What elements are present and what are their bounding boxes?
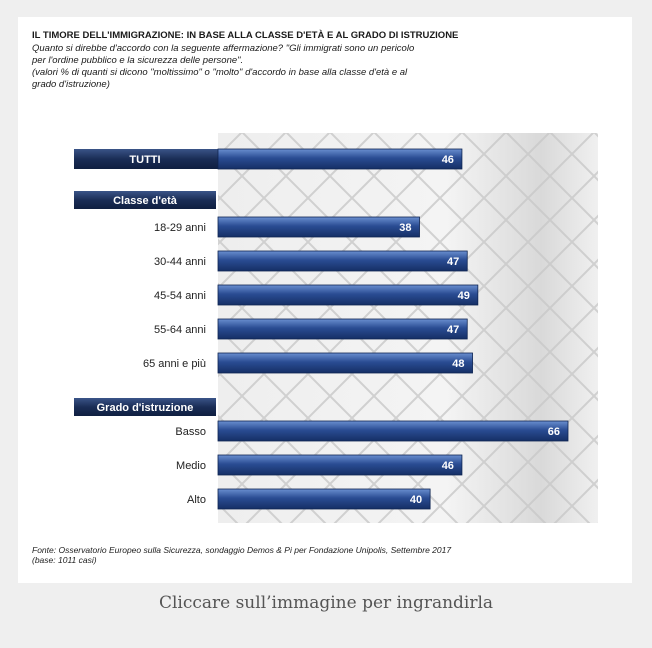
bar-value-label: 49 <box>458 290 470 302</box>
bar-value-label: 66 <box>548 426 560 438</box>
chart-title: IL TIMORE DELL'IMMIGRAZIONE: IN BASE ALL… <box>32 30 459 41</box>
category-label: Basso <box>175 426 206 438</box>
category-label: 30-44 anni <box>154 256 206 268</box>
source-line: (base: 1011 casi) <box>32 555 97 565</box>
group-header-label: Classe d'età <box>113 195 178 207</box>
bar-value-label: 38 <box>399 222 411 234</box>
image-caption: Cliccare sull’immagine per ingrandirla <box>158 593 494 613</box>
subtitle-line: (valori % di quanti si dicono "moltissim… <box>32 67 408 78</box>
bar <box>217 454 463 476</box>
bar-value-label: 46 <box>442 460 454 472</box>
bar <box>217 318 468 340</box>
group-header-label: Grado d'istruzione <box>97 402 194 414</box>
subtitle-line: grado d'istruzione) <box>32 79 110 90</box>
group-header-bg <box>74 398 216 416</box>
category-label: 55-64 anni <box>154 324 206 336</box>
chart-subtitle: Quanto si direbbe d'accordo con la segue… <box>32 43 592 91</box>
bar <box>217 352 473 374</box>
subtitle-line: per l'ordine pubblico e la sicurezza del… <box>32 55 244 66</box>
bar-value-label: 47 <box>447 324 459 336</box>
category-label: 18-29 anni <box>154 222 206 234</box>
bar-value-label: 48 <box>452 358 464 370</box>
bar-value-label: 47 <box>447 256 459 268</box>
bars-layer: TUTTI 46 Classe d'età 18-29 anni 38 30-44 ann… <box>74 148 569 510</box>
bar-value-label: 46 <box>442 154 454 166</box>
bar <box>217 488 431 510</box>
bar <box>217 216 420 238</box>
category-label: 45-54 anni <box>154 290 206 302</box>
bar <box>217 250 468 272</box>
bar <box>217 148 463 170</box>
bar-value-label: 40 <box>410 494 422 506</box>
source-line: Fonte: Osservatorio Europeo sulla Sicure… <box>32 545 452 555</box>
category-label-bg <box>74 149 218 169</box>
source-note: Fonte: Osservatorio Europeo sulla Sicure… <box>32 545 592 565</box>
group-header-bg <box>74 191 216 209</box>
bar <box>217 420 569 442</box>
category-label: TUTTI <box>129 154 160 166</box>
category-label: Medio <box>176 460 206 472</box>
subtitle-line: Quanto si direbbe d'accordo con la segue… <box>32 43 415 54</box>
category-label: Alto <box>187 494 206 506</box>
bar <box>217 284 479 306</box>
category-label: 65 anni e più <box>143 358 206 370</box>
